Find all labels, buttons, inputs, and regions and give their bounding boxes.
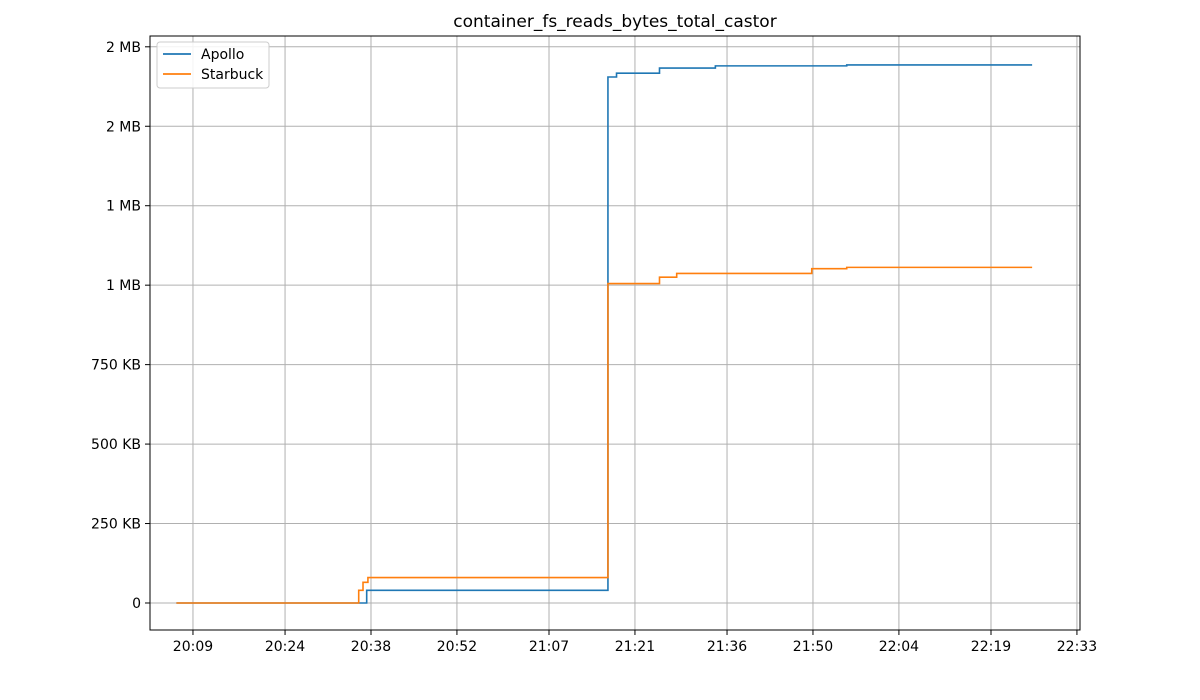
- x-tick-label: 22:04: [879, 639, 919, 655]
- x-tick-label: 20:24: [265, 639, 305, 655]
- x-tick-label: 21:50: [793, 639, 833, 655]
- x-tick-label: 20:52: [437, 639, 477, 655]
- y-tick-label: 750 KB: [91, 358, 141, 374]
- y-tick-label: 0: [132, 596, 141, 612]
- chart-title: container_fs_reads_bytes_total_castor: [453, 12, 776, 32]
- legend-label-apollo: Apollo: [201, 47, 244, 63]
- x-tick-label: 21:21: [615, 639, 655, 655]
- axes-frame: [149, 35, 1081, 631]
- plot-area: 20:09 20:24 20:38 20:52 21:07 21:21 21:36 21:50…: [91, 35, 1097, 655]
- x-tick-label: 21:36: [707, 639, 747, 655]
- x-tick-label: 20:09: [173, 639, 213, 655]
- legend-label-starbuck: Starbuck: [201, 67, 264, 83]
- y-tick-label: 250 KB: [91, 517, 141, 533]
- x-tick-label: 22:33: [1057, 639, 1097, 655]
- y-tick-label: 1 MB: [106, 199, 141, 215]
- x-tick-label: 21:07: [529, 639, 569, 655]
- x-tick-label: 22:19: [971, 639, 1011, 655]
- y-tick-label: 2 MB: [106, 119, 141, 135]
- y-tick-label: 1 MB: [106, 278, 141, 294]
- legend: Apollo Starbuck: [156, 41, 270, 89]
- x-tick-label: 20:38: [351, 639, 391, 655]
- y-tick-label: 500 KB: [91, 437, 141, 453]
- series-line-apollo: [176, 64, 1033, 604]
- series-line-starbuck: [176, 266, 1033, 604]
- y-tick-label: 2 MB: [106, 40, 141, 56]
